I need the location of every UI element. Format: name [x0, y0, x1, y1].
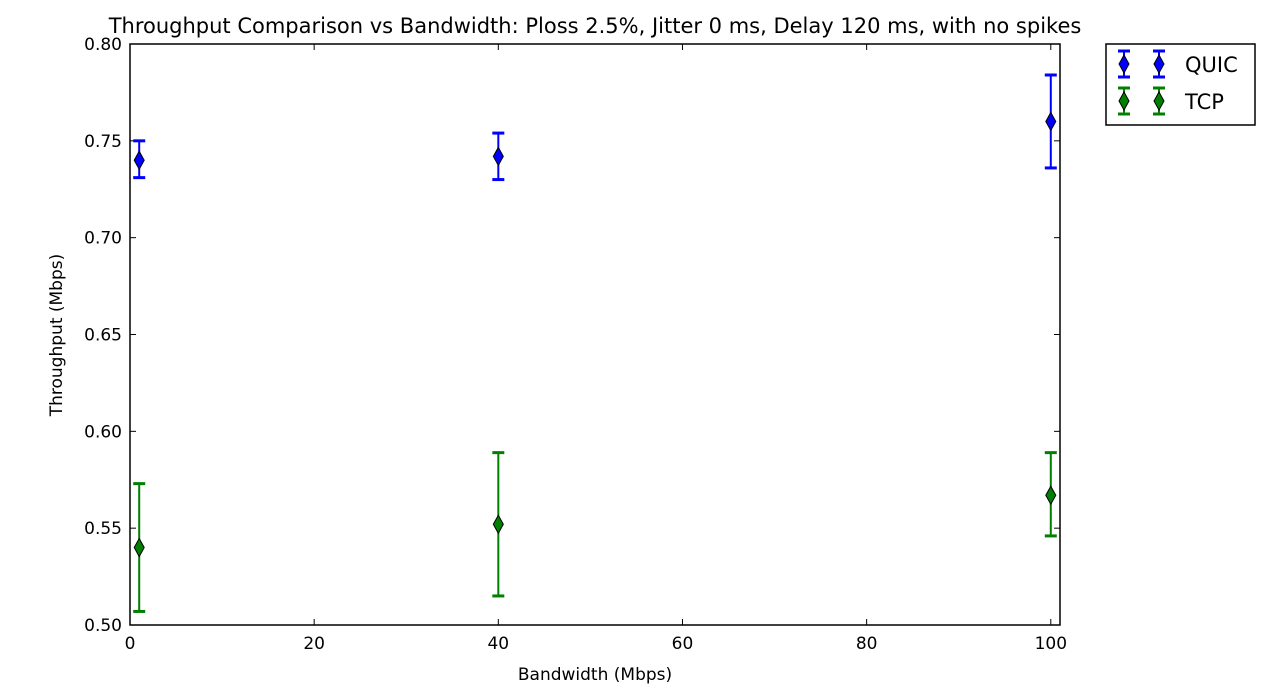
legend-marker — [1118, 53, 1130, 75]
legend-marker — [1153, 53, 1165, 75]
y-axis-label: Throughput (Mbps) — [47, 254, 67, 418]
y-tick-label: 0.50 — [84, 616, 122, 636]
legend-marker — [1118, 90, 1130, 112]
data-point — [492, 146, 504, 167]
plot-area — [129, 43, 1061, 626]
data-point — [133, 150, 145, 171]
x-tick-label: 80 — [856, 634, 878, 654]
plot-frame — [129, 43, 1061, 626]
series-tcp — [133, 451, 1057, 613]
series-quic — [133, 73, 1057, 182]
y-tick-label: 0.55 — [84, 519, 122, 539]
legend-items: QUIC TCP — [1118, 49, 1238, 116]
x-tick-label: 100 — [1035, 634, 1067, 654]
y-tick-label: 0.65 — [84, 326, 122, 346]
legend-frame — [1105, 43, 1256, 126]
legend-label: QUIC — [1185, 53, 1238, 77]
legend-item-tcp: TCP — [1118, 86, 1224, 116]
x-tick-label: 40 — [487, 634, 509, 654]
x-axis-ticks: 0 20 40 60 80 100 — [125, 44, 1067, 654]
data-point — [492, 514, 504, 535]
legend: QUIC TCP — [1105, 43, 1256, 126]
series-layer — [133, 73, 1057, 613]
y-tick-label: 0.75 — [84, 132, 122, 152]
chart-title: Throughput Comparison vs Bandwidth: Plos… — [108, 14, 1082, 38]
data-point — [1045, 485, 1057, 506]
y-tick-label: 0.60 — [84, 422, 122, 442]
legend-marker — [1153, 90, 1165, 112]
legend-item-quic: QUIC — [1118, 49, 1238, 79]
x-tick-label: 60 — [672, 634, 694, 654]
legend-label: TCP — [1184, 90, 1224, 114]
y-tick-label: 0.70 — [84, 229, 122, 249]
x-tick-label: 0 — [125, 634, 136, 654]
y-tick-label: 0.80 — [84, 35, 122, 55]
data-point — [1045, 111, 1057, 132]
x-axis-label: Bandwidth (Mbps) — [518, 665, 672, 685]
data-point — [133, 537, 145, 558]
y-axis-ticks: 0.50 0.55 0.60 0.65 0.70 0.75 0.80 — [84, 35, 1060, 636]
x-tick-label: 20 — [303, 634, 325, 654]
